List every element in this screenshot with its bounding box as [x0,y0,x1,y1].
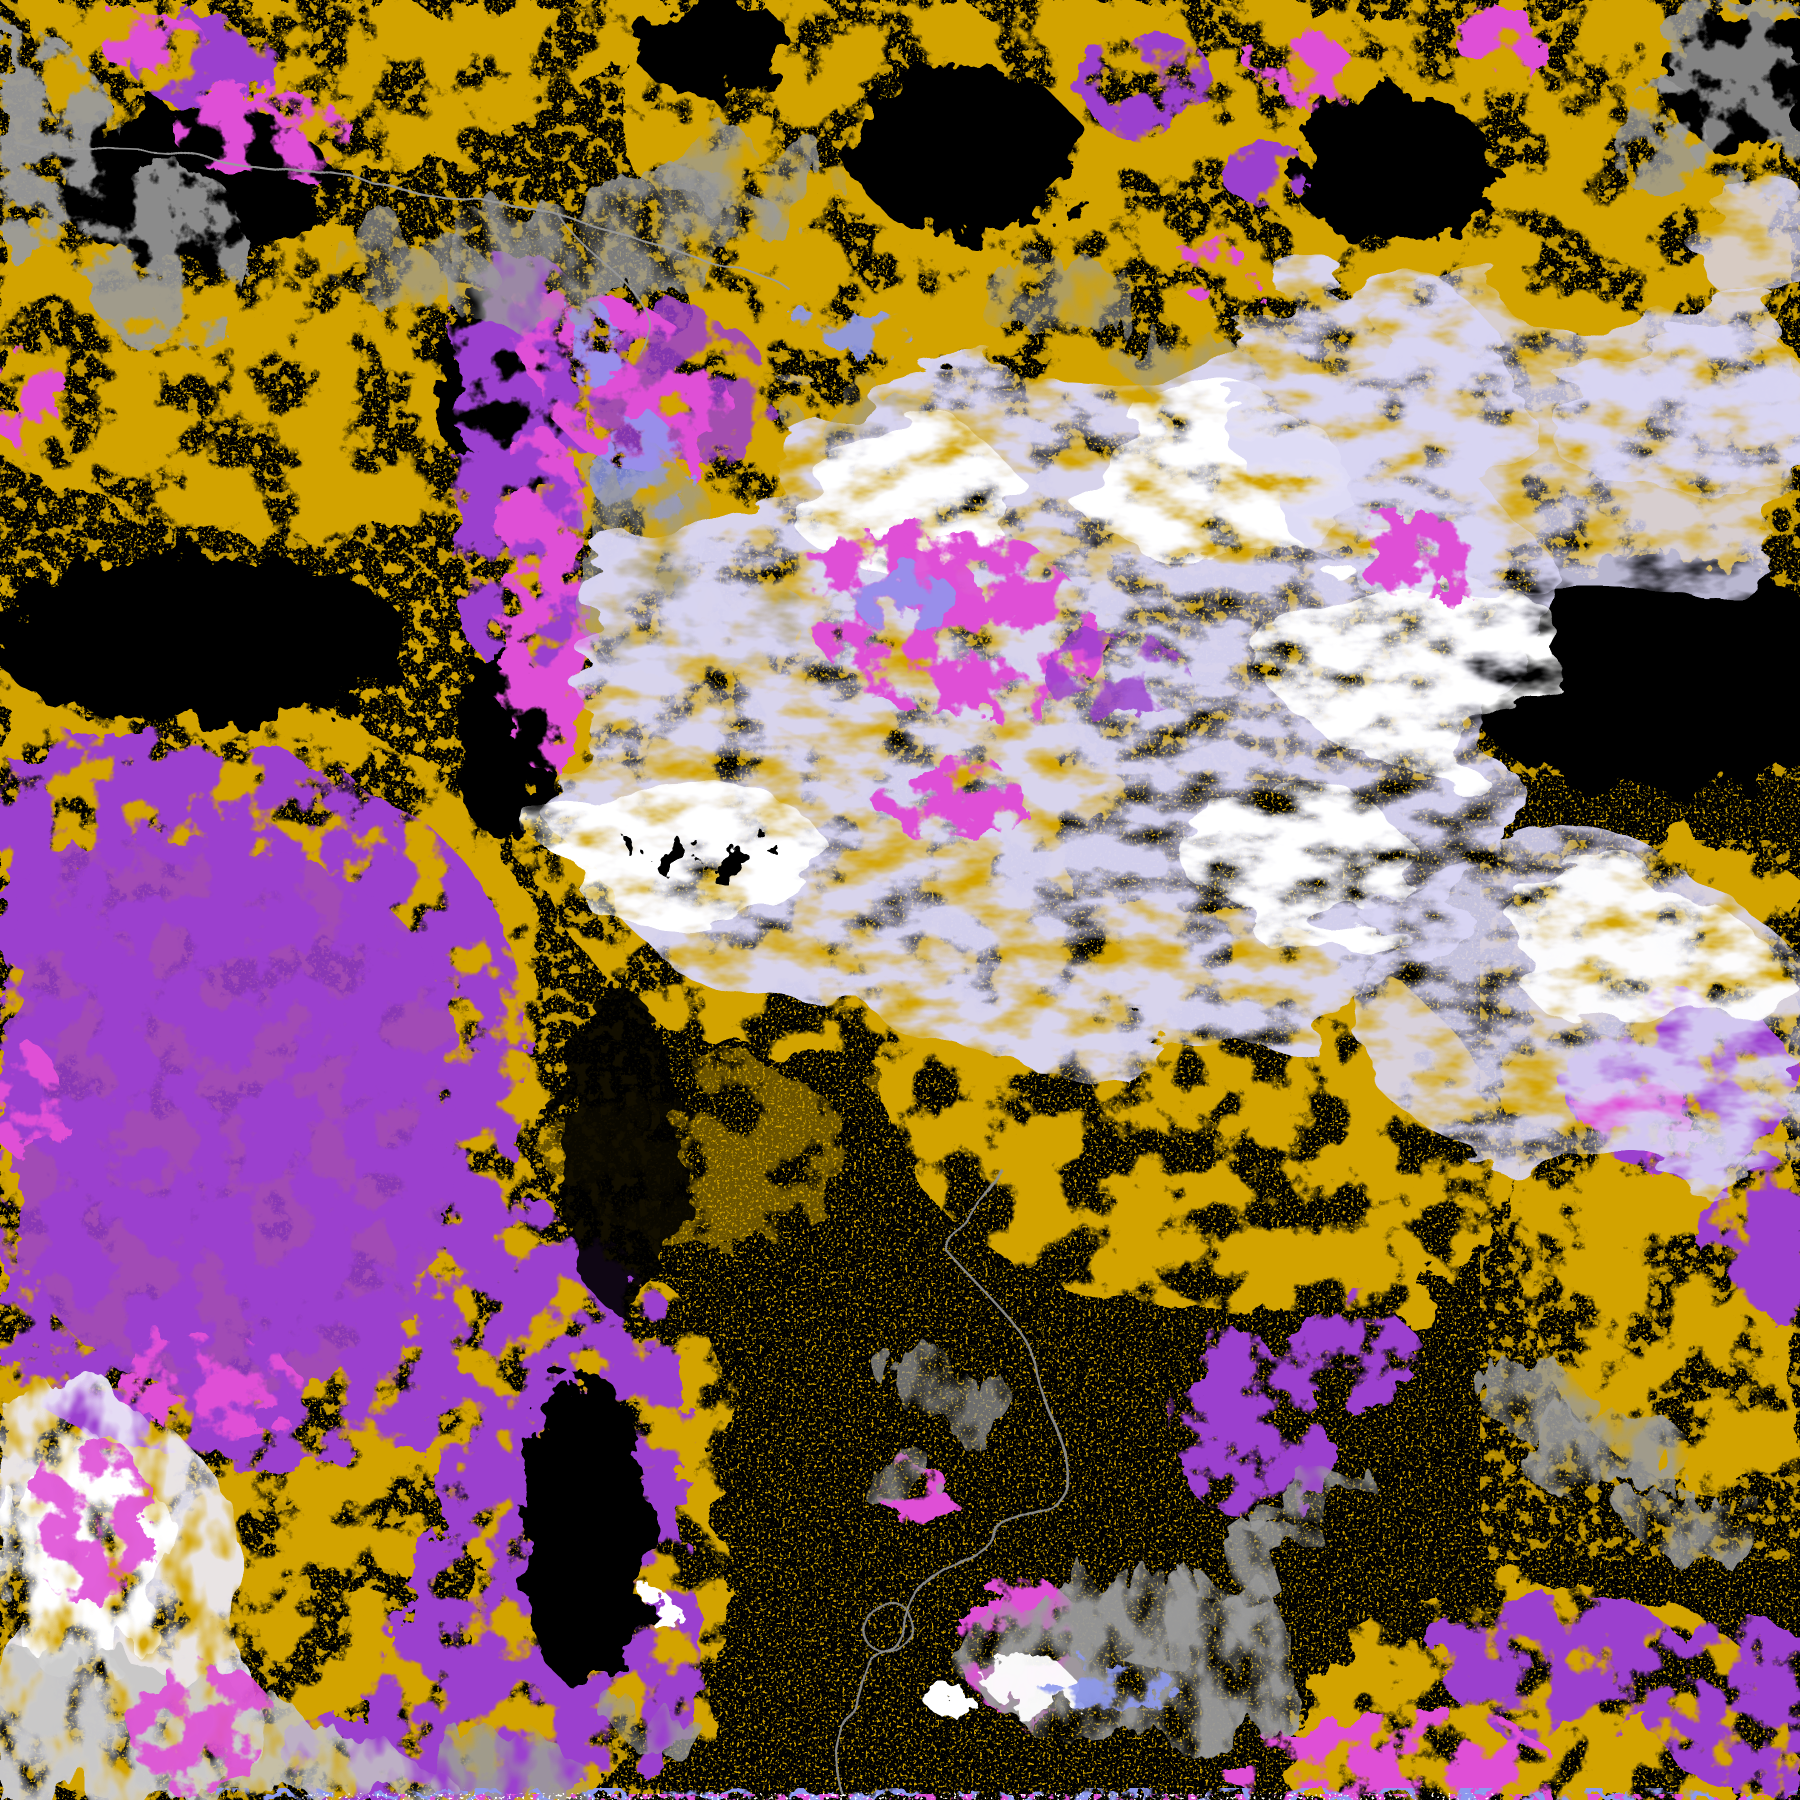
purple-top-right-1 [1075,30,1215,134]
gray-river-cluster-2 [855,1450,945,1510]
gray-top-left-edge [0,20,112,264]
black-lake-top-center [632,0,792,93]
magenta-top-left-2 [95,10,205,70]
purple-main-core [7,839,458,1397]
gray-puff-bottom-2 [610,1695,690,1745]
magenta-left-edge-1 [0,352,70,448]
magenta-in-bl-band-2 [130,1665,280,1795]
cloud-core-4 [1270,560,1570,760]
black-eye-2 [704,846,752,884]
purple-right-mid-2 [1700,1160,1800,1320]
coastline-branch [559,215,650,356]
gray-storm-streak-1 [1201,1510,1319,1600]
periwinkle-in-magenta [855,565,955,635]
magenta-top-right-3 [1455,10,1545,70]
white-dot-bottom-2 [642,1596,678,1624]
black-lake-top-1 [850,65,1080,235]
gray-puff-se-2 [1630,1480,1770,1560]
periwinkle-band-2 [560,300,620,390]
purple-top-right-2 [1220,135,1304,205]
black-eye-3 [621,839,635,851]
black-lake-top-2 [1292,90,1492,246]
magenta-in-cloud-low [875,760,1025,840]
magenta-left-edge-2 [0,1045,65,1155]
black-eye-4 [756,833,768,843]
river-loop [862,1601,913,1654]
cloud-top-right-core [1550,330,1800,510]
purple-blob-br-2 [1650,1620,1800,1790]
coastline [13,140,791,291]
magenta-band-tail [498,428,590,773]
gray-top-left-blob [80,160,250,350]
magenta-top-right-2 [1170,238,1250,298]
bottom-edge-strip-white [300,1793,1500,1800]
cloud-core-5 [1180,780,1400,920]
magenta-ridge-bottom-right [1224,1711,1558,1800]
purple-in-cloud [1050,630,1190,730]
magenta-in-cloud-right [1360,515,1480,605]
gray-finger-3 [970,265,1150,335]
purple-blob-mid-right [1275,1297,1415,1407]
black-lake-in-purple [520,1370,650,1690]
magenta-top-left [174,87,350,177]
black-lane-left-center [0,555,410,725]
magenta-in-bl-band [30,1430,150,1610]
black-channel-mid [560,990,680,1310]
gray-river-cluster-1 [895,1355,1005,1425]
white-dot-bottom-1 [926,1684,970,1716]
cloud-wedge-core [1510,890,1770,1030]
gray-coast-cloud-2 [670,140,850,220]
purple-blob-br-1 [1440,1593,1690,1737]
periwinkle-streak-top [800,305,910,355]
gray-storm-streak-3 [1129,1574,1271,1666]
gray-puff-se-1 [1510,1405,1690,1495]
magenta-top-right-1 [1252,29,1348,101]
cloud-core-eyewall [565,790,835,940]
gray-top-right-blob [1615,80,1705,200]
gray-coast-cloud [435,177,765,323]
black-eye-1 [650,841,694,875]
river [836,1171,1069,1793]
gray-puff-se-3 [1475,1365,1585,1425]
periwinkle-storm-streak [1040,1666,1180,1714]
magenta-in-purple-south [110,1337,300,1433]
gray-under-coast [320,225,480,295]
cloud-far-top-right [1710,180,1800,320]
gray-puff-bottom-1 [420,1730,580,1800]
gray-storm-streak-2 [1263,1465,1357,1535]
